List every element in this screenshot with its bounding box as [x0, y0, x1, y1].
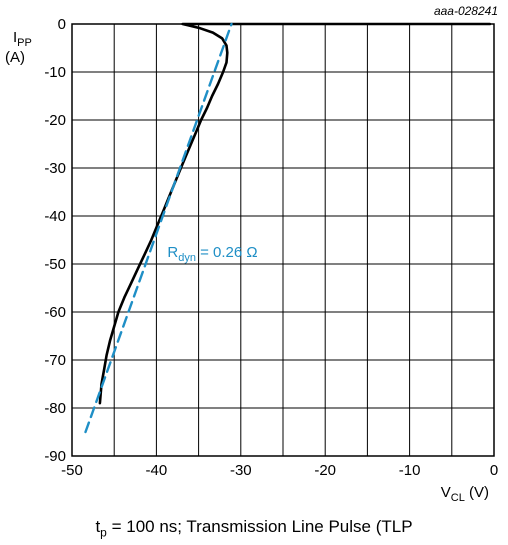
- series-layer: [84, 22, 492, 434]
- x-tick-label: -50: [61, 462, 83, 479]
- y-tick-label: -70: [44, 352, 66, 369]
- x-tick-label: -40: [146, 462, 168, 479]
- rdyn-annotation: Rdyn = 0.26 Ω: [167, 244, 257, 264]
- y-tick-label: -20: [44, 112, 66, 129]
- x-axis-label: VCL (V): [441, 484, 489, 504]
- x-tick-label: -30: [230, 462, 252, 479]
- y-axis-unit: (A): [5, 49, 25, 66]
- doc-id: aaa-028241: [434, 4, 498, 18]
- y-axis-ticks: 0 -10 -20 -30 -40 -50 -60 -70 -80 -90: [44, 16, 66, 465]
- y-tick-label: -40: [44, 208, 66, 225]
- y-tick-label: 0: [58, 16, 66, 33]
- x-axis-ticks: -50 -40 -30 -20 -10 0: [61, 462, 498, 479]
- y-tick-label: -30: [44, 160, 66, 177]
- y-tick-label: -90: [44, 448, 66, 465]
- x-tick-label: 0: [490, 462, 498, 479]
- y-axis-label: IPP: [13, 29, 32, 49]
- y-tick-label: -60: [44, 304, 66, 321]
- y-tick-label: -80: [44, 400, 66, 417]
- caption: tp = 100 ns; Transmission Line Pulse (TL…: [95, 517, 413, 540]
- rdyn-fit-line: [84, 22, 233, 434]
- x-tick-label: -10: [399, 462, 421, 479]
- grid: [72, 24, 494, 456]
- y-tick-label: -10: [44, 64, 66, 81]
- x-tick-label: -20: [314, 462, 336, 479]
- tlp-curve: [98, 22, 492, 405]
- y-tick-label: -50: [44, 256, 66, 273]
